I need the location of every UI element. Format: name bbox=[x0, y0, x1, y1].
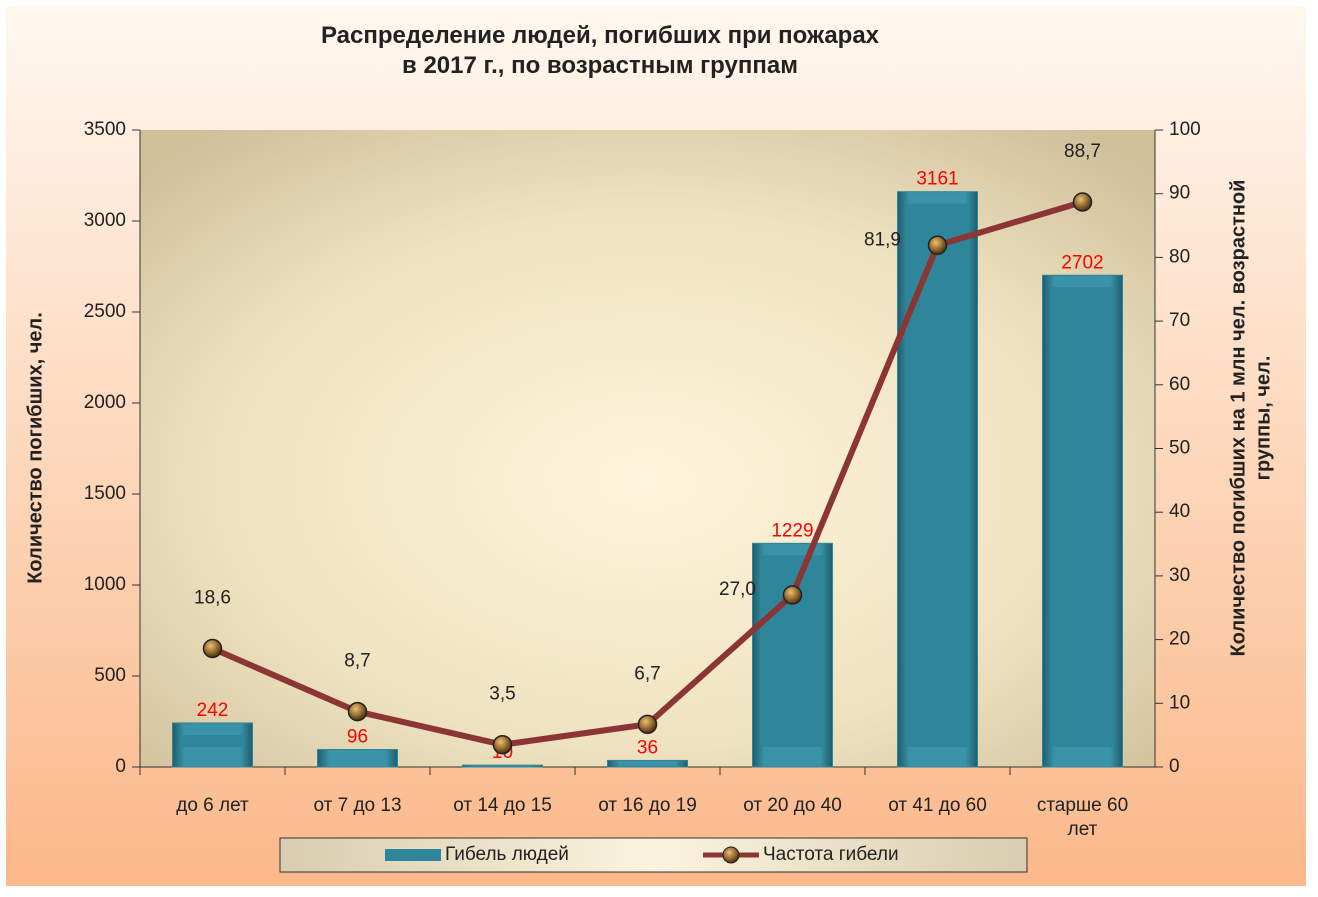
bar-value-label: 36 bbox=[637, 737, 658, 758]
y2-tick-label: 0 bbox=[1169, 756, 1180, 777]
y2-tick-label: 60 bbox=[1169, 374, 1190, 395]
bar-value-label: 242 bbox=[197, 700, 229, 721]
line-value-label: 81,9 bbox=[864, 229, 901, 250]
legend-label: Частота гибели bbox=[763, 844, 899, 865]
line-value-label: 6,7 bbox=[634, 663, 660, 684]
bar-bevel bbox=[905, 203, 970, 747]
plot-area bbox=[140, 130, 1155, 767]
line-point bbox=[492, 734, 513, 755]
line-value-label: 18,6 bbox=[194, 588, 231, 609]
y-tick-label: 1500 bbox=[84, 483, 126, 504]
legend-marker bbox=[722, 846, 740, 864]
x-tick-label: старше 60 лет bbox=[1037, 795, 1128, 840]
y2-tick-label: 50 bbox=[1169, 438, 1190, 459]
bar-bevel bbox=[180, 734, 245, 747]
y2-tick-label: 90 bbox=[1169, 183, 1190, 204]
line-point bbox=[1072, 192, 1093, 212]
x-tick-label: от 14 до 15 bbox=[453, 795, 552, 816]
line-value-label: 3,5 bbox=[489, 684, 515, 705]
bar-value-label: 96 bbox=[347, 727, 368, 748]
line-value-label: 27,0 bbox=[719, 579, 756, 600]
x-tick-label: от 7 до 13 bbox=[313, 795, 401, 816]
bar-bevel bbox=[1050, 287, 1115, 747]
y-tick-label: 0 bbox=[115, 756, 126, 777]
y2-tick-label: 80 bbox=[1169, 246, 1190, 267]
y2-axis-label: Количество погибших на 1 млн чел. возрас… bbox=[1228, 180, 1275, 657]
bar-bevel bbox=[760, 555, 825, 747]
line-value-label: 88,7 bbox=[1064, 141, 1101, 162]
y2-tick-label: 20 bbox=[1169, 629, 1190, 650]
line-point bbox=[637, 714, 658, 735]
legend-label: Гибель людей bbox=[445, 844, 569, 865]
legend-swatch bbox=[385, 849, 441, 861]
x-tick-label: от 20 до 40 bbox=[743, 795, 842, 816]
bar bbox=[317, 749, 398, 768]
y2-tick-label: 30 bbox=[1169, 565, 1190, 586]
line-point bbox=[347, 701, 368, 722]
y-tick-label: 500 bbox=[94, 665, 126, 686]
bar bbox=[462, 764, 543, 768]
y2-tick-label: 40 bbox=[1169, 501, 1190, 522]
bar-value-label: 3161 bbox=[916, 169, 958, 190]
x-tick-label: от 41 до 60 bbox=[888, 795, 987, 816]
bar-value-label: 1229 bbox=[771, 520, 813, 541]
y-tick-label: 3000 bbox=[84, 210, 126, 231]
line-value-label: 8,7 bbox=[344, 651, 370, 672]
bar bbox=[607, 759, 688, 768]
y-tick-label: 3500 bbox=[84, 119, 126, 140]
bar-value-label: 2702 bbox=[1061, 252, 1103, 273]
y-axis-label: Количество погибших, чел. bbox=[24, 312, 46, 584]
line-point bbox=[782, 585, 803, 605]
x-tick-label: от 16 до 19 bbox=[598, 795, 697, 816]
y2-tick-label: 10 bbox=[1169, 692, 1190, 713]
chart-title: Распределение людей, погибших при пожара… bbox=[321, 22, 880, 79]
line-point bbox=[202, 638, 223, 659]
y-tick-label: 2500 bbox=[84, 301, 126, 322]
y2-tick-label: 100 bbox=[1169, 119, 1201, 140]
y-tick-label: 2000 bbox=[84, 392, 126, 413]
y2-tick-label: 70 bbox=[1169, 310, 1190, 331]
line-point bbox=[927, 235, 948, 256]
x-tick-label: до 6 лет bbox=[176, 795, 249, 816]
y-tick-label: 1000 bbox=[84, 574, 126, 595]
